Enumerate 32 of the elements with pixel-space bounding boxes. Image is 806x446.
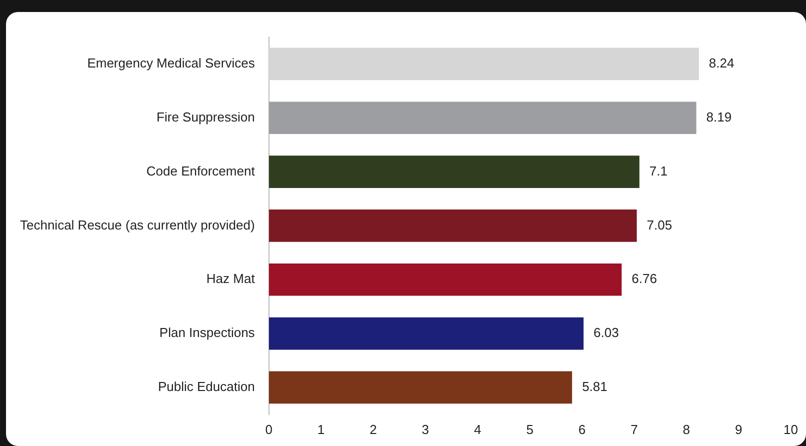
y-tick-label: Emergency Medical Services bbox=[87, 56, 256, 71]
data-label: 7.1 bbox=[649, 163, 668, 178]
data-label: 5.81 bbox=[582, 379, 608, 394]
data-label: 7.05 bbox=[646, 217, 672, 232]
y-tick-label: Technical Rescue (as currently provided) bbox=[20, 217, 255, 232]
data-label: 6.03 bbox=[594, 325, 619, 340]
y-tick-label: Public Education bbox=[158, 379, 255, 394]
data-label: 8.19 bbox=[706, 109, 732, 124]
bar bbox=[268, 210, 637, 242]
bar bbox=[268, 48, 699, 80]
x-tick-label: 1 bbox=[317, 422, 325, 437]
y-tick-label: Fire Suppression bbox=[156, 109, 255, 124]
bar bbox=[268, 156, 640, 188]
y-tick-label: Haz Mat bbox=[206, 271, 256, 286]
x-tick-label: 3 bbox=[422, 422, 430, 437]
y-tick-label: Plan Inspections bbox=[159, 325, 256, 340]
x-tick-label: 10 bbox=[784, 422, 798, 437]
x-tick-label: 4 bbox=[474, 422, 482, 437]
bar bbox=[268, 371, 572, 404]
x-tick-label: 2 bbox=[370, 422, 377, 437]
data-label: 8.24 bbox=[708, 56, 734, 71]
bar bbox=[268, 263, 622, 296]
data-label: 6.76 bbox=[632, 271, 657, 286]
bar bbox=[268, 102, 696, 134]
x-tick-label: 8 bbox=[682, 422, 690, 437]
x-tick-label: 6 bbox=[578, 422, 586, 437]
x-tick-label: 7 bbox=[630, 422, 638, 437]
x-tick-label: 0 bbox=[265, 422, 272, 437]
x-tick-label: 9 bbox=[734, 422, 742, 437]
bar bbox=[268, 317, 584, 350]
y-tick-label: Code Enforcement bbox=[146, 163, 256, 178]
x-tick-label: 5 bbox=[526, 422, 534, 437]
